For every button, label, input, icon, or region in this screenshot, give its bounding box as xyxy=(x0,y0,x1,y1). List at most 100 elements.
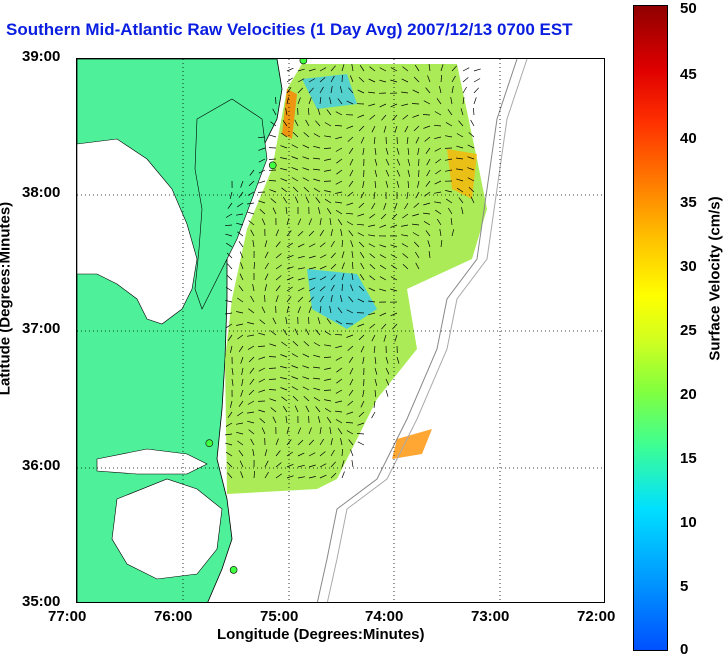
velocity-arrow xyxy=(337,219,343,226)
velocity-arrow xyxy=(264,449,268,457)
velocity-arrow xyxy=(423,212,431,215)
velocity-arrow xyxy=(302,386,310,391)
velocity-arrow xyxy=(308,230,315,237)
velocity-arrow xyxy=(286,266,294,270)
velocity-arrow xyxy=(412,232,420,237)
velocity-arrow xyxy=(428,251,431,259)
velocity-arrow xyxy=(249,378,255,385)
velocity-arrow xyxy=(319,218,322,226)
velocity-arrow xyxy=(435,158,442,164)
velocity-arrow xyxy=(349,169,354,177)
velocity-arrow xyxy=(313,133,321,138)
velocity-arrow xyxy=(346,221,354,226)
velocity-arrow xyxy=(241,378,244,386)
velocity-arrow xyxy=(358,125,365,132)
velocity-arrow xyxy=(374,147,377,155)
velocity-arrow xyxy=(336,367,343,373)
velocity-arrow xyxy=(445,169,453,172)
velocity-arrow xyxy=(285,416,288,424)
velocity-arrow xyxy=(348,389,354,396)
velocity-arrow xyxy=(326,417,332,424)
velocity-arrow xyxy=(392,114,398,121)
velocity-arrow xyxy=(369,253,376,259)
velocity-arrow xyxy=(462,77,469,83)
velocity-arrow xyxy=(335,136,343,140)
velocity-arrow xyxy=(313,178,321,182)
velocity-arrow xyxy=(404,202,409,210)
velocity-arrow xyxy=(286,218,290,226)
velocity-arrow xyxy=(292,132,299,138)
velocity-arrow xyxy=(286,439,292,446)
velocity-arrow xyxy=(385,158,390,166)
velocity-arrow xyxy=(270,407,277,413)
velocity-arrow xyxy=(297,230,304,237)
radar-sites xyxy=(205,59,308,574)
velocity-arrow xyxy=(227,411,233,418)
velocity-arrow xyxy=(456,168,464,171)
velocity-arrow xyxy=(275,450,281,457)
velocity-arrow xyxy=(225,323,233,329)
velocity-arrow xyxy=(415,262,420,270)
velocity-arrow xyxy=(257,345,266,347)
velocity-arrow xyxy=(351,64,354,72)
velocity-arrow xyxy=(369,264,376,270)
velocity-arrow xyxy=(281,132,288,138)
velocity-arrow xyxy=(396,180,400,188)
velocity-arrow xyxy=(357,441,365,446)
velocity-arrow xyxy=(423,125,431,129)
velocity-arrow xyxy=(406,191,409,199)
velocity-arrow xyxy=(401,243,409,248)
velocity-arrow xyxy=(368,91,376,94)
velocity-arrow xyxy=(230,345,233,353)
velocity-arrow xyxy=(272,317,277,325)
velocity-arrow xyxy=(341,448,344,457)
velocity-arrow xyxy=(259,209,266,215)
velocity-arrow xyxy=(341,64,345,72)
velocity-arrow xyxy=(297,476,305,479)
velocity-arrow xyxy=(330,284,335,292)
velocity-arrow xyxy=(275,96,277,105)
velocity-arrow xyxy=(315,329,321,336)
velocity-arrow xyxy=(360,345,365,353)
velocity-arrow xyxy=(413,76,420,83)
velocity-arrow xyxy=(280,377,288,380)
y-axis-label: Latitude (Degrees:Minutes) xyxy=(0,201,14,396)
velocity-arrow xyxy=(341,251,345,259)
velocity-arrow xyxy=(319,451,326,457)
velocity-arrow xyxy=(258,367,266,372)
velocity-arrow xyxy=(319,474,327,479)
velocity-high-zone xyxy=(392,429,432,459)
velocity-arrow xyxy=(371,202,376,210)
velocity-arrow xyxy=(359,65,365,72)
velocity-arrow xyxy=(269,134,277,138)
velocity-arrow xyxy=(352,261,354,270)
velocity-arrow xyxy=(308,78,316,83)
velocity-arrow xyxy=(225,299,233,303)
velocity-arrow xyxy=(446,198,453,204)
velocity-arrow xyxy=(261,218,266,226)
velocity-arrow xyxy=(445,135,453,138)
velocity-arrow xyxy=(358,241,365,248)
velocity-arrow xyxy=(285,207,288,215)
velocity-arrow xyxy=(335,210,343,215)
velocity-arrow xyxy=(226,252,233,259)
velocity-high-zone xyxy=(282,89,297,139)
velocity-arrow xyxy=(297,78,305,83)
albemarle-sound xyxy=(96,448,208,475)
map-plot-area[interactable] xyxy=(76,58,605,603)
velocity-arrow xyxy=(248,429,255,435)
velocity-arrow xyxy=(346,430,354,435)
x-tick-label: 72:00 xyxy=(577,608,616,625)
velocity-arrow xyxy=(422,114,431,116)
velocity-arrow xyxy=(369,275,376,281)
velocity-arrow xyxy=(319,77,326,83)
velocity-arrow xyxy=(308,218,313,226)
velocity-arrow xyxy=(462,67,470,72)
velocity-arrow xyxy=(335,419,343,424)
velocity-arrow xyxy=(337,307,343,314)
velocity-arrow xyxy=(373,136,376,145)
colorbar-tick: 5 xyxy=(680,578,689,595)
velocity-arrow xyxy=(286,67,294,72)
velocity-arrow xyxy=(415,136,420,144)
velocity-arrow xyxy=(470,196,475,204)
